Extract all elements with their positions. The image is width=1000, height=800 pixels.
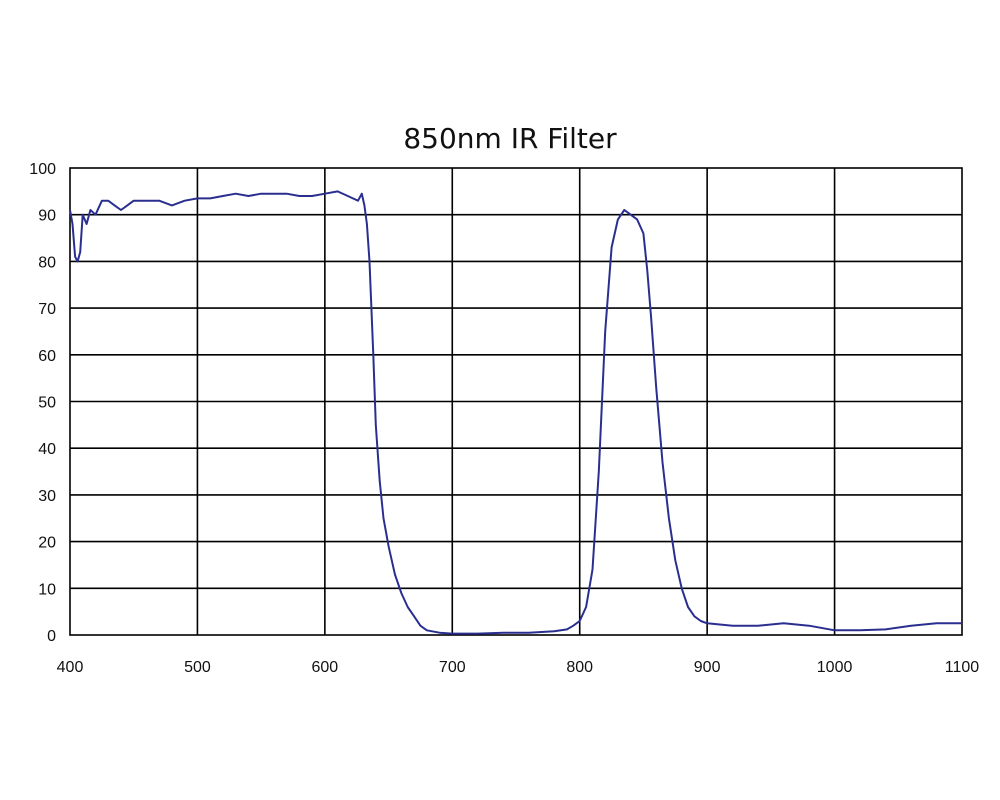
y-tick-label: 20 <box>38 535 56 552</box>
grid-lines <box>70 168 962 635</box>
y-tick-label: 90 <box>38 208 56 225</box>
x-tick-label: 900 <box>694 659 721 676</box>
y-tick-label: 40 <box>38 441 56 458</box>
y-tick-label: 50 <box>38 395 56 412</box>
x-tick-label: 800 <box>566 659 593 676</box>
series-layer <box>69 190 962 635</box>
x-tick-label: 1000 <box>817 659 853 676</box>
y-tick-label: 70 <box>38 301 56 318</box>
x-tick-label: 400 <box>57 659 84 676</box>
y-tick-label: 0 <box>47 628 56 645</box>
x-tick-label: 700 <box>439 659 466 676</box>
transmission-curve <box>69 190 962 635</box>
x-tick-label: 600 <box>312 659 339 676</box>
y-tick-label: 10 <box>38 581 56 598</box>
y-tick-label: 80 <box>38 254 56 271</box>
y-tick-label: 60 <box>38 348 56 365</box>
y-tick-labels: 0 10 20 30 40 50 60 70 80 90 100 <box>29 161 56 645</box>
x-tick-label: 500 <box>184 659 211 676</box>
y-tick-label: 100 <box>29 161 56 178</box>
x-tick-labels: 400 500 600 700 800 900 1000 1100 <box>57 659 980 676</box>
x-tick-label: 1100 <box>945 659 980 676</box>
y-tick-label: 30 <box>38 488 56 505</box>
chart-title: 850nm IR Filter <box>403 122 617 155</box>
